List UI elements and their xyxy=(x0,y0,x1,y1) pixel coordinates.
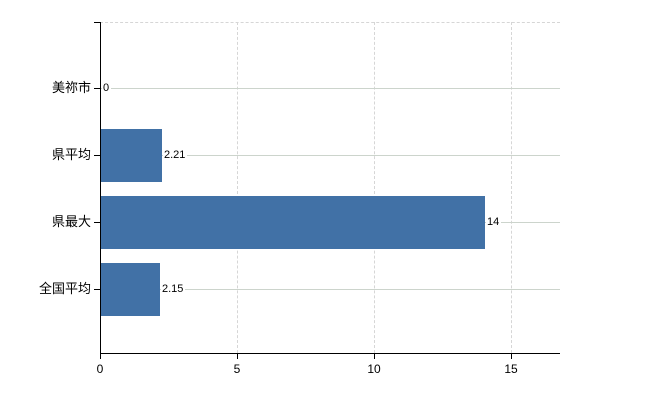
y-axis-category-label: 県平均 xyxy=(51,147,91,162)
bar-value-label: 0 xyxy=(102,82,112,95)
category-gridline xyxy=(101,155,560,156)
x-gridline xyxy=(237,22,238,353)
x-axis xyxy=(100,353,560,354)
y-axis-category-label: 県最大 xyxy=(51,214,91,229)
y-axis-category-label: 全国平均 xyxy=(38,281,91,296)
bar-value-label: 2.21 xyxy=(163,149,188,162)
y-axis-tick xyxy=(94,222,100,223)
bar-value-label: 14 xyxy=(486,216,502,229)
x-axis-tick xyxy=(237,353,238,359)
x-axis-tick-label: 5 xyxy=(233,362,241,376)
bar xyxy=(101,263,160,316)
category-gridline xyxy=(101,289,560,290)
y-axis-tick xyxy=(94,88,100,89)
x-axis-tick-label: 15 xyxy=(504,362,518,376)
bar xyxy=(101,196,485,249)
y-axis-tick xyxy=(94,289,100,290)
x-axis-tick xyxy=(511,353,512,359)
x-axis-tick xyxy=(100,353,101,359)
y-axis-category-label: 美祢市 xyxy=(51,80,91,95)
x-axis-tick xyxy=(374,353,375,359)
bar-value-label: 2.15 xyxy=(161,283,186,296)
plot-top-border xyxy=(100,22,560,23)
x-axis-tick-label: 0 xyxy=(96,362,104,376)
x-gridline xyxy=(374,22,375,353)
bar xyxy=(101,129,162,182)
x-gridline xyxy=(511,22,512,353)
y-axis-top-tick xyxy=(94,22,100,23)
y-axis xyxy=(100,22,101,353)
category-gridline xyxy=(101,88,560,89)
y-axis-tick xyxy=(94,155,100,156)
x-axis-tick-label: 10 xyxy=(367,362,381,376)
